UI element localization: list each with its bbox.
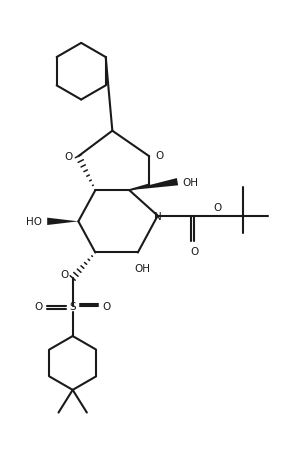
Polygon shape <box>129 179 178 191</box>
Text: HO: HO <box>26 217 42 227</box>
Text: O: O <box>190 247 199 257</box>
Text: N: N <box>154 212 162 222</box>
Text: O: O <box>64 152 73 162</box>
Text: OH: OH <box>182 177 198 187</box>
Polygon shape <box>47 218 78 226</box>
Text: O: O <box>60 269 68 279</box>
Text: O: O <box>155 151 163 161</box>
Text: O: O <box>34 302 43 312</box>
Text: O: O <box>213 203 221 212</box>
Text: S: S <box>69 302 76 312</box>
Text: O: O <box>102 302 111 312</box>
Text: OH: OH <box>134 263 150 273</box>
